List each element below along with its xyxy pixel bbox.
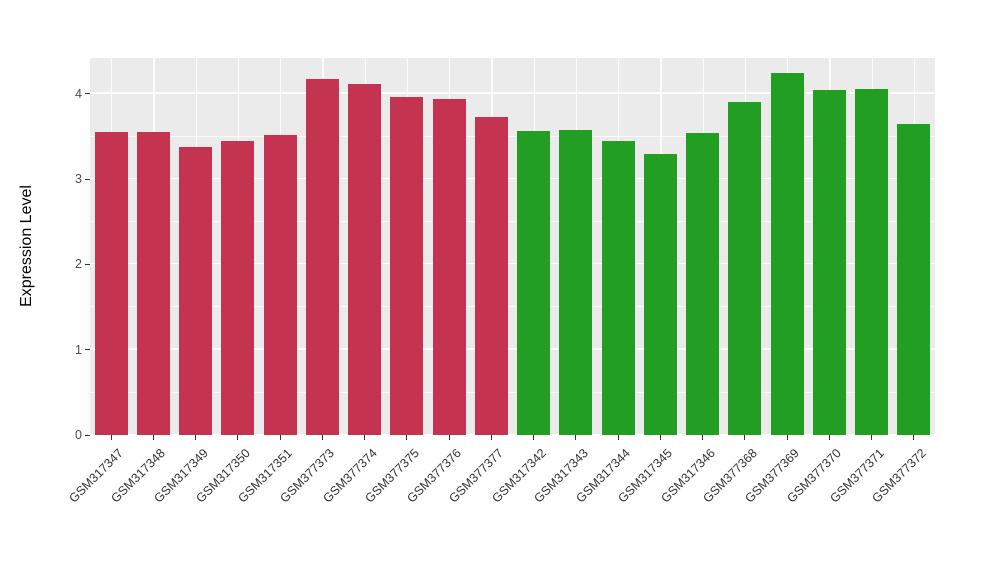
x-tick-mark: [110, 435, 112, 440]
x-tick-mark: [617, 435, 619, 440]
y-tick-mark: [85, 93, 90, 95]
y-axis-title: Expression Level: [18, 185, 35, 307]
y-tick-mark: [85, 434, 90, 436]
y-tick-mark: [85, 178, 90, 180]
y-tick-mark: [85, 349, 90, 351]
gridline-major: [90, 433, 935, 435]
y-axis-tick-label: 4: [75, 86, 82, 101]
bar: [855, 88, 889, 435]
bar: [728, 102, 762, 435]
gridline-minor: [90, 135, 935, 137]
x-tick-mark: [575, 435, 577, 440]
x-tick-mark: [871, 435, 873, 440]
y-tick-mark: [85, 263, 90, 265]
x-tick-mark: [152, 435, 154, 440]
bar: [601, 140, 635, 435]
gridline-minor: [90, 306, 935, 308]
x-tick-mark: [533, 435, 535, 440]
x-tick-mark: [406, 435, 408, 440]
gridline-minor: [90, 391, 935, 393]
gridline-major: [90, 348, 935, 350]
plot-panel: [90, 58, 935, 435]
bar: [136, 132, 170, 435]
gridline-major: [90, 92, 935, 94]
bar: [94, 132, 128, 435]
bar: [390, 97, 424, 435]
bar: [770, 72, 804, 435]
bar: [812, 90, 846, 435]
x-tick-mark: [490, 435, 492, 440]
x-tick-mark: [828, 435, 830, 440]
bar: [305, 79, 339, 435]
bar: [897, 123, 931, 435]
bar: [432, 98, 466, 435]
gridline-major: [90, 263, 935, 265]
gridline-minor: [90, 220, 935, 222]
bar: [221, 140, 255, 435]
y-axis-tick-label: 0: [75, 428, 82, 442]
bar: [263, 134, 297, 435]
x-tick-mark: [364, 435, 366, 440]
x-tick-mark: [744, 435, 746, 440]
y-axis-tick-label: 3: [75, 172, 82, 187]
bar: [179, 146, 213, 435]
y-axis-tick-label: 1: [75, 342, 82, 357]
x-tick-mark: [237, 435, 239, 440]
x-tick-mark: [321, 435, 323, 440]
y-axis-tick-label: 2: [75, 257, 82, 272]
bar: [474, 116, 508, 435]
x-tick-mark: [659, 435, 661, 440]
x-tick-mark: [195, 435, 197, 440]
bar: [517, 130, 551, 435]
x-tick-mark: [786, 435, 788, 440]
bar: [559, 129, 593, 435]
x-tick-mark: [702, 435, 704, 440]
bar: [686, 133, 720, 435]
x-tick-mark: [448, 435, 450, 440]
bar: [643, 153, 677, 435]
x-tick-mark: [279, 435, 281, 440]
x-tick-mark: [913, 435, 915, 440]
bar: [348, 84, 382, 435]
gridline-major: [90, 177, 935, 180]
